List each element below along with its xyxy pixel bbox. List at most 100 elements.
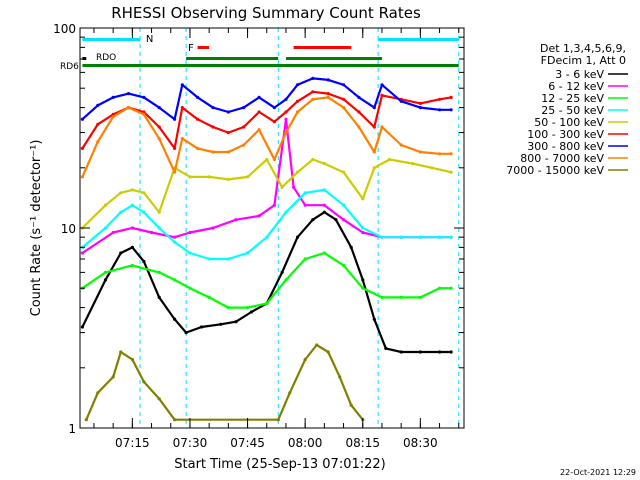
data-point (338, 375, 342, 379)
data-point (226, 110, 230, 114)
data-point (84, 418, 88, 422)
series-7000to15000kev (84, 343, 365, 422)
data-point (311, 218, 315, 222)
legend-label: 3 - 6 keV (555, 68, 604, 81)
data-point (173, 240, 177, 244)
data-point (284, 278, 288, 282)
data-point (418, 106, 422, 110)
data-point (246, 306, 250, 310)
x-tick-label: 07:30 (173, 436, 208, 450)
data-point (199, 325, 204, 329)
data-point (196, 95, 200, 99)
data-point (188, 251, 192, 255)
data-point (226, 257, 230, 261)
legend-label: 50 - 100 keV (534, 116, 604, 129)
data-point (449, 170, 453, 174)
data-point (207, 175, 211, 179)
data-point (111, 230, 115, 235)
y-axis-label: Count Rate (s⁻¹ detector⁻¹) (29, 140, 44, 317)
data-point (303, 257, 307, 261)
rdo-flag-label: RDO (96, 53, 116, 63)
observing-flags: N F RDO RD6 (60, 28, 460, 428)
footer-timestamp: 22-Oct-2021 12:29 (560, 468, 636, 477)
data-point (380, 83, 384, 87)
data-point (242, 125, 246, 129)
data-point (418, 295, 422, 299)
data-point (188, 286, 192, 290)
data-point (438, 350, 442, 354)
data-point (322, 251, 326, 255)
data-point (142, 191, 146, 195)
data-point (130, 263, 134, 267)
rd6-flag-label: RD6 (60, 62, 79, 72)
data-point (246, 175, 250, 179)
data-point (142, 112, 146, 116)
data-point (399, 235, 403, 239)
data-point (280, 270, 284, 274)
data-point (342, 83, 346, 87)
data-point (372, 125, 376, 129)
legend: Det 1,3,4,5,6,9,FDecim 1, Att 03 - 6 keV… (506, 42, 628, 177)
data-point (103, 203, 108, 207)
series-line (81, 96, 452, 178)
y-tick-label: 100 (53, 22, 76, 36)
data-point (80, 146, 84, 150)
data-point (80, 117, 84, 121)
data-point (380, 295, 384, 299)
data-point (322, 210, 326, 214)
data-point (372, 166, 376, 170)
data-point (361, 230, 365, 235)
data-point (326, 350, 330, 354)
data-point (438, 108, 442, 112)
data-point (272, 203, 276, 207)
data-point (130, 188, 134, 192)
series-50to100kev (80, 157, 453, 230)
data-point (311, 157, 315, 162)
data-point (96, 122, 100, 126)
flag-bar-f (197, 46, 210, 49)
data-point (157, 125, 161, 129)
data-point (449, 95, 453, 99)
data-point (295, 83, 300, 87)
data-point (357, 125, 361, 129)
series-6to12kev (80, 117, 453, 255)
data-point (226, 131, 230, 135)
series-12to25kev (80, 251, 453, 310)
data-point (196, 117, 200, 121)
data-point (303, 203, 307, 207)
data-point (342, 97, 346, 101)
data-point (111, 375, 115, 379)
data-point (180, 137, 184, 141)
series-layer (80, 76, 453, 422)
data-point (380, 235, 384, 239)
legend-label: 25 - 50 keV (541, 104, 604, 117)
data-point (157, 397, 161, 401)
data-point (130, 226, 134, 230)
data-point (342, 203, 346, 207)
y-tick-label: 1 (68, 422, 76, 436)
data-point (211, 125, 215, 129)
data-point (326, 92, 330, 96)
data-point (196, 146, 200, 150)
data-point (322, 188, 326, 192)
data-point (284, 131, 288, 135)
data-point (292, 185, 296, 189)
x-tick-label: 08:15 (345, 436, 380, 450)
flag-bar-cyan (378, 38, 459, 41)
data-point (126, 106, 131, 110)
data-point (357, 95, 361, 99)
data-point (449, 108, 453, 112)
data-point (80, 325, 84, 329)
flag-bar-red (293, 46, 352, 49)
data-point (119, 210, 123, 214)
data-point (173, 170, 177, 174)
data-point (418, 150, 422, 154)
data-point (173, 317, 177, 321)
legend-label: 6 - 12 keV (548, 80, 604, 93)
data-point (211, 226, 215, 230)
data-point (449, 235, 453, 239)
data-point (322, 162, 326, 166)
data-point (372, 106, 376, 110)
x-tick-label: 07:15 (115, 436, 150, 450)
legend-label: 7000 - 15000 keV (506, 164, 604, 177)
